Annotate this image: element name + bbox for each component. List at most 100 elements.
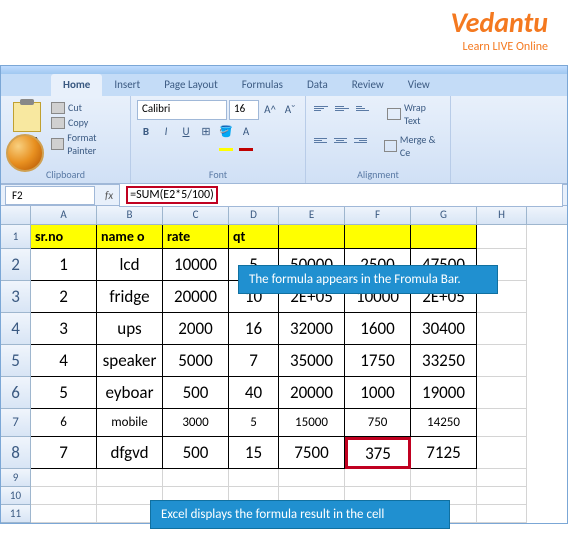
row-header-9[interactable]: 9 bbox=[1, 469, 31, 487]
cell[interactable] bbox=[477, 409, 527, 437]
tab-home[interactable]: Home bbox=[51, 74, 102, 96]
cell[interactable]: 15000 bbox=[279, 409, 345, 437]
office-button[interactable] bbox=[6, 134, 44, 172]
cell[interactable]: 2000 bbox=[163, 313, 229, 345]
cell[interactable]: speaker bbox=[97, 345, 163, 377]
cell[interactable]: fridge bbox=[97, 281, 163, 313]
cell[interactable]: 16 bbox=[229, 313, 279, 345]
row-header-3[interactable]: 3 bbox=[1, 281, 31, 313]
tab-data[interactable]: Data bbox=[295, 74, 340, 96]
bold-button[interactable]: B bbox=[137, 123, 155, 141]
merge-button[interactable]: Merge & Ce bbox=[384, 132, 444, 160]
formula-input[interactable]: =SUM(E2*5/100) bbox=[119, 183, 563, 207]
cell[interactable]: 1 bbox=[31, 249, 97, 281]
align-top-button[interactable] bbox=[312, 100, 330, 116]
grow-font-button[interactable]: A^ bbox=[261, 101, 279, 119]
cell[interactable]: eyboar bbox=[97, 377, 163, 409]
cell[interactable]: 7125 bbox=[411, 437, 477, 469]
cell[interactable] bbox=[229, 469, 279, 487]
cell[interactable]: 1600 bbox=[345, 313, 411, 345]
row-header-11[interactable]: 11 bbox=[1, 505, 31, 523]
cell[interactable] bbox=[477, 505, 527, 523]
cell[interactable]: 14250 bbox=[411, 409, 477, 437]
row-header-5[interactable]: 5 bbox=[1, 345, 31, 377]
cell[interactable]: 5 bbox=[31, 377, 97, 409]
cell[interactable] bbox=[345, 469, 411, 487]
cell[interactable]: lcd bbox=[97, 249, 163, 281]
tab-page-layout[interactable]: Page Layout bbox=[152, 74, 230, 96]
copy-button[interactable]: Copy bbox=[51, 115, 124, 130]
cell[interactable] bbox=[477, 437, 527, 469]
cell[interactable]: 6 bbox=[31, 409, 97, 437]
col-header-b[interactable]: B bbox=[97, 206, 163, 224]
align-center-button[interactable] bbox=[332, 132, 349, 148]
col-header-c[interactable]: C bbox=[163, 206, 229, 224]
cell-e1[interactable] bbox=[279, 225, 345, 249]
cell[interactable]: 500 bbox=[163, 377, 229, 409]
cell[interactable] bbox=[477, 345, 527, 377]
shrink-font-button[interactable]: A˘ bbox=[281, 101, 299, 119]
cell[interactable]: 5000 bbox=[163, 345, 229, 377]
cell[interactable]: 1000 bbox=[345, 377, 411, 409]
col-header-e[interactable]: E bbox=[279, 206, 345, 224]
cell-b1[interactable]: name o bbox=[97, 225, 163, 249]
align-middle-button[interactable] bbox=[333, 100, 351, 116]
cell[interactable]: 1750 bbox=[345, 345, 411, 377]
cell[interactable]: 10000 bbox=[163, 249, 229, 281]
col-header-h[interactable]: H bbox=[477, 206, 527, 224]
row-header-7[interactable]: 7 bbox=[1, 409, 31, 437]
cell[interactable]: 32000 bbox=[279, 313, 345, 345]
cell[interactable]: 7 bbox=[31, 437, 97, 469]
cell[interactable]: 375 bbox=[345, 437, 411, 469]
cell[interactable]: 4 bbox=[31, 345, 97, 377]
align-left-button[interactable] bbox=[312, 132, 329, 148]
cell[interactable]: ups bbox=[97, 313, 163, 345]
cell-g1[interactable] bbox=[411, 225, 477, 249]
cell[interactable] bbox=[477, 469, 527, 487]
cell[interactable] bbox=[477, 313, 527, 345]
fill-color-button[interactable]: 🪣 bbox=[217, 123, 235, 141]
cell[interactable]: 750 bbox=[345, 409, 411, 437]
fx-icon[interactable]: fx bbox=[99, 189, 119, 202]
cell[interactable] bbox=[279, 469, 345, 487]
cell[interactable]: 20000 bbox=[279, 377, 345, 409]
row-header-6[interactable]: 6 bbox=[1, 377, 31, 409]
format-painter-button[interactable]: Format Painter bbox=[51, 130, 124, 158]
row-header-2[interactable]: 2 bbox=[1, 249, 31, 281]
cell[interactable] bbox=[31, 469, 97, 487]
cell[interactable]: 5 bbox=[229, 409, 279, 437]
cell[interactable]: 3 bbox=[31, 313, 97, 345]
col-header-g[interactable]: G bbox=[411, 206, 477, 224]
cell[interactable]: 7 bbox=[229, 345, 279, 377]
cell-f1[interactable] bbox=[345, 225, 411, 249]
cell[interactable]: 33250 bbox=[411, 345, 477, 377]
cell[interactable]: dfgvd bbox=[97, 437, 163, 469]
cell[interactable]: 35000 bbox=[279, 345, 345, 377]
tab-insert[interactable]: Insert bbox=[102, 74, 152, 96]
cell[interactable]: 7500 bbox=[279, 437, 345, 469]
underline-button[interactable]: U bbox=[177, 123, 195, 141]
cut-button[interactable]: Cut bbox=[51, 100, 124, 115]
font-color-button[interactable]: A bbox=[237, 123, 255, 141]
wrap-text-button[interactable]: Wrap Text bbox=[387, 100, 444, 128]
font-size-select[interactable]: 16 bbox=[229, 100, 259, 120]
cell-a1[interactable]: sr.no bbox=[31, 225, 97, 249]
col-header-a[interactable]: A bbox=[31, 206, 97, 224]
row-header-10[interactable]: 10 bbox=[1, 487, 31, 505]
col-header-d[interactable]: D bbox=[229, 206, 279, 224]
row-header-1[interactable]: 1 bbox=[1, 225, 31, 249]
tab-review[interactable]: Review bbox=[340, 74, 396, 96]
cell-c1[interactable]: rate bbox=[163, 225, 229, 249]
row-header-4[interactable]: 4 bbox=[1, 313, 31, 345]
select-all-corner[interactable] bbox=[1, 206, 31, 224]
border-button[interactable]: ⊞ bbox=[197, 123, 215, 141]
cell[interactable]: 40 bbox=[229, 377, 279, 409]
cell[interactable]: mobile bbox=[97, 409, 163, 437]
row-header-8[interactable]: 8 bbox=[1, 437, 31, 469]
cell[interactable]: 15 bbox=[229, 437, 279, 469]
italic-button[interactable]: I bbox=[157, 123, 175, 141]
cell[interactable]: 30400 bbox=[411, 313, 477, 345]
cell[interactable] bbox=[31, 487, 97, 505]
cell-h1[interactable] bbox=[477, 225, 527, 249]
cell[interactable]: 3000 bbox=[163, 409, 229, 437]
